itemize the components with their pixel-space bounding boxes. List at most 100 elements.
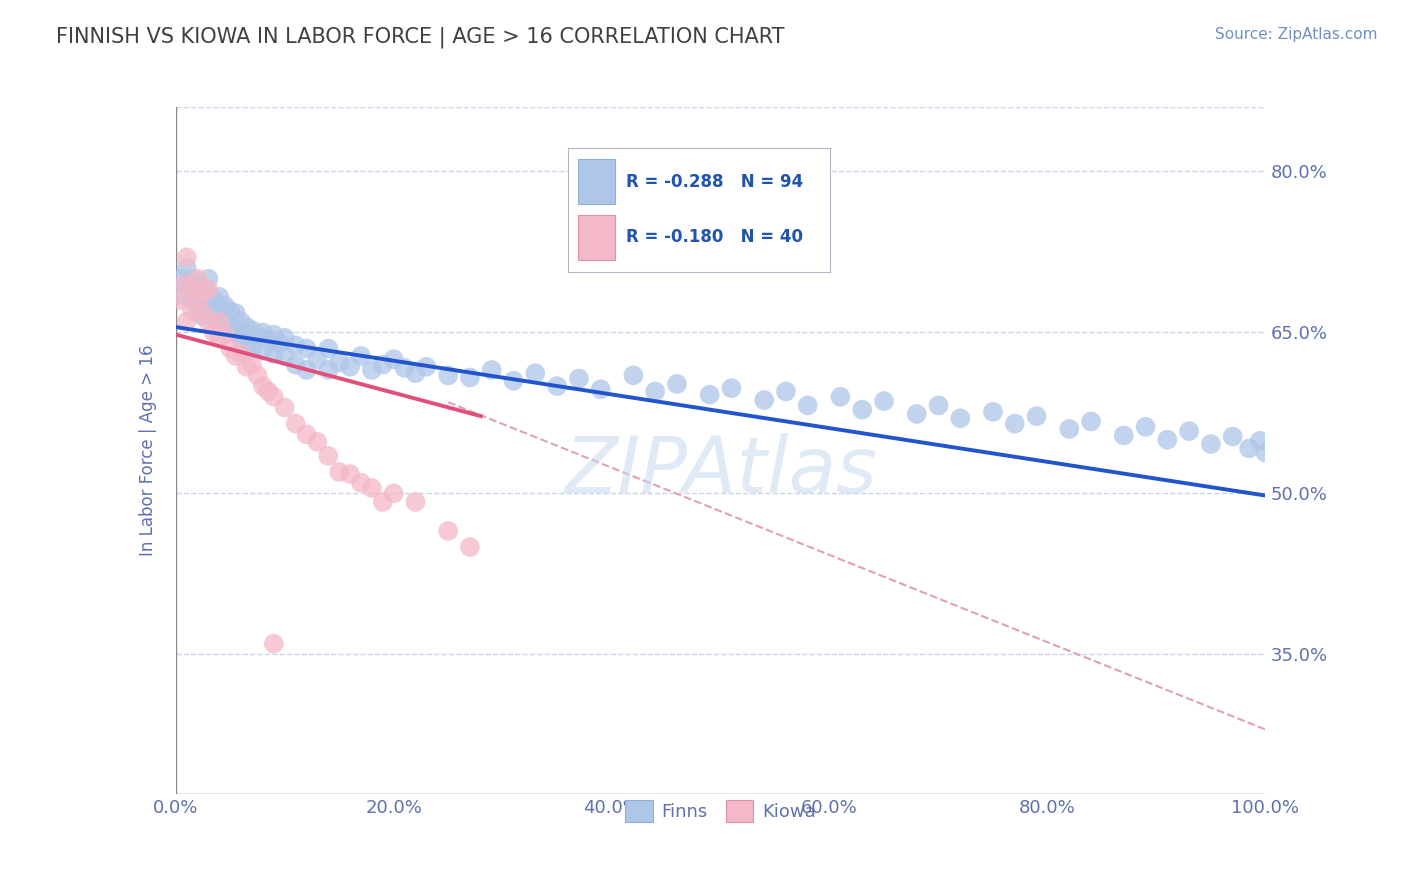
Point [1025,409,1047,424]
Point [208,301,231,316]
Point [1080,415,1102,429]
Point [546,379,568,393]
Point [318,449,340,463]
Point [214,315,236,329]
Point [360,481,382,495]
Point [257,384,280,399]
Point [775,384,797,399]
Point [666,376,689,391]
Point [170,288,193,302]
Point [1004,417,1026,431]
Point [274,401,297,415]
Point [202,293,225,308]
Point [284,358,307,372]
Point [191,288,214,302]
Point [382,486,405,500]
FancyBboxPatch shape [578,215,614,260]
Point [176,315,198,329]
Point [219,304,242,318]
Point [235,320,257,334]
Text: ZIPAtlas: ZIPAtlas [564,433,877,509]
Point [1156,433,1178,447]
Point [176,250,198,264]
Point [263,390,285,404]
Point [274,349,297,363]
Point [754,392,776,407]
Text: R = -0.180   N = 40: R = -0.180 N = 40 [626,228,803,246]
Point [481,363,503,377]
Point [688,223,710,237]
Point [208,317,231,331]
Point [263,637,285,651]
Point [295,427,318,442]
Point [191,285,214,299]
Point [197,304,219,318]
Point [405,495,427,509]
Point [235,338,257,352]
Point [502,374,524,388]
Point [350,475,373,490]
Point [644,384,666,399]
Point [873,394,896,409]
Point [246,328,269,343]
Point [949,411,972,425]
Point [1178,424,1201,438]
Point [295,363,318,377]
Point [1057,422,1080,436]
Point [186,293,209,308]
Point [295,342,318,356]
Point [225,306,247,320]
Point [1199,437,1222,451]
Point [350,349,373,363]
Point [186,304,209,318]
Point [263,347,285,361]
Point [905,407,928,421]
Point [307,352,329,367]
Point [181,272,204,286]
Point [214,299,236,313]
Point [524,366,547,380]
Point [231,347,253,361]
Point [1135,420,1157,434]
Point [371,358,394,372]
Point [231,315,253,329]
Point [371,495,394,509]
Point [699,387,721,401]
Point [252,379,274,393]
Point [176,277,198,292]
Point [197,272,219,286]
Point [170,293,193,308]
Point [252,326,274,340]
Point [339,467,361,481]
Point [176,260,198,275]
Point [191,306,214,320]
Text: FINNISH VS KIOWA IN LABOR FORCE | AGE > 16 CORRELATION CHART: FINNISH VS KIOWA IN LABOR FORCE | AGE > … [56,27,785,48]
Point [173,277,195,292]
Point [186,277,209,292]
Point [328,465,350,479]
Point [231,333,253,347]
Point [214,327,236,342]
Point [328,355,350,369]
Point [191,310,214,324]
Point [240,323,263,337]
Point [1222,429,1244,443]
Point [170,272,193,286]
Point [382,352,405,367]
Point [437,524,460,538]
Point [621,368,644,383]
Point [589,382,612,396]
Point [240,358,263,372]
Point [394,360,416,375]
Legend: Finns, Kiowa: Finns, Kiowa [619,793,823,830]
Point [568,371,591,385]
Point [284,417,307,431]
Point [202,310,225,324]
Point [225,349,247,363]
Point [197,283,219,297]
Point [458,370,481,384]
Point [208,331,231,345]
Point [252,343,274,358]
Point [263,327,285,342]
Point [202,326,225,340]
